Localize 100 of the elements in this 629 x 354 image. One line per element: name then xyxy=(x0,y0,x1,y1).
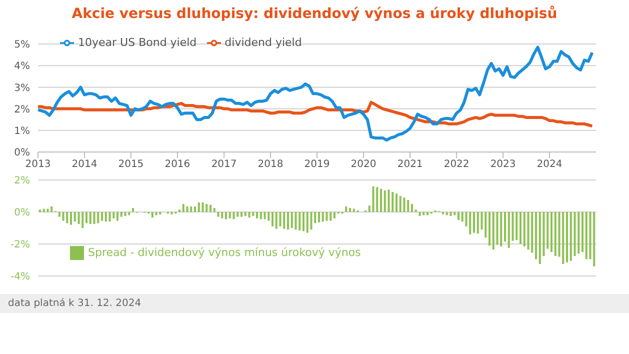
bar xyxy=(217,212,220,217)
bar xyxy=(260,212,262,220)
x-tick-label: 2017 xyxy=(211,159,237,170)
bar xyxy=(554,212,556,256)
bar xyxy=(535,212,537,260)
bar xyxy=(582,212,584,252)
bar xyxy=(512,212,514,241)
bar xyxy=(399,196,402,212)
x-tick-label: 2022 xyxy=(444,159,470,170)
legend-label: dividend yield xyxy=(224,36,302,50)
bar xyxy=(132,208,134,212)
x-tick-label: 2018 xyxy=(258,159,284,170)
bar xyxy=(504,212,506,242)
bar xyxy=(593,212,596,266)
bar xyxy=(484,212,487,238)
bar xyxy=(458,212,460,220)
bar xyxy=(225,212,227,220)
bar xyxy=(66,212,68,224)
bar xyxy=(240,212,242,217)
bar xyxy=(210,204,212,212)
x-tick-label: 2014 xyxy=(72,159,98,170)
bar xyxy=(403,198,406,212)
bar xyxy=(396,194,398,212)
bar xyxy=(566,212,568,262)
bar xyxy=(570,212,572,261)
x-tick-label: 2024 xyxy=(536,159,562,170)
bar xyxy=(574,212,576,256)
bar xyxy=(469,212,472,234)
bar xyxy=(330,212,332,221)
bar xyxy=(531,212,534,253)
bar xyxy=(256,212,258,218)
bar xyxy=(275,212,278,229)
bar xyxy=(345,206,348,212)
bar xyxy=(294,212,297,230)
legend-label: Spread - dividendový výnos mínus úrokový výnos xyxy=(88,246,361,260)
bar xyxy=(411,204,413,212)
bar xyxy=(298,212,301,230)
bar xyxy=(228,212,231,218)
bar xyxy=(368,206,370,212)
bar xyxy=(42,208,45,212)
bar xyxy=(272,212,274,226)
bar xyxy=(527,212,530,250)
bar xyxy=(182,204,184,212)
bar xyxy=(97,212,100,224)
bar xyxy=(585,212,588,260)
bar xyxy=(264,212,266,220)
bar xyxy=(306,212,308,233)
bar xyxy=(422,212,425,216)
bar xyxy=(70,212,72,225)
bar xyxy=(120,212,122,217)
bar xyxy=(302,212,304,232)
line-series xyxy=(38,100,594,128)
bar xyxy=(492,212,494,250)
bar xyxy=(190,206,192,212)
bar xyxy=(542,212,545,256)
bar xyxy=(124,212,126,216)
x-tick-label: 2016 xyxy=(164,159,190,170)
bar xyxy=(287,212,289,230)
y-tick-label: 2% xyxy=(14,104,30,116)
bar xyxy=(128,212,130,216)
bar xyxy=(318,212,320,222)
x-tick-label: 2013 xyxy=(25,159,51,170)
bar xyxy=(194,206,196,212)
bar xyxy=(326,212,328,221)
y-tick-label: 0% xyxy=(14,208,30,219)
bar xyxy=(50,206,53,212)
bar xyxy=(352,208,355,212)
bar xyxy=(488,212,490,246)
bar xyxy=(418,212,421,216)
bar xyxy=(248,212,250,218)
y-tick-label: 1% xyxy=(14,126,30,137)
y-tick-label: 5% xyxy=(14,40,30,51)
bar xyxy=(476,212,479,234)
x-tick-label: 2020 xyxy=(350,159,376,170)
bar xyxy=(384,190,386,212)
bar xyxy=(279,212,282,226)
bar xyxy=(155,212,158,216)
x-tick-label: 2019 xyxy=(304,159,330,170)
bar xyxy=(578,212,580,254)
x-tick-label: 2015 xyxy=(118,159,144,170)
bar xyxy=(206,204,208,212)
bar xyxy=(426,212,428,216)
bar xyxy=(473,212,475,233)
bar xyxy=(523,212,526,246)
bar xyxy=(74,212,76,222)
bar xyxy=(252,212,254,216)
bar xyxy=(268,212,270,221)
y-tick-label: 3% xyxy=(14,82,30,94)
bar xyxy=(376,187,378,212)
bar xyxy=(86,212,88,224)
bar xyxy=(562,212,564,264)
bar xyxy=(334,212,336,218)
bar xyxy=(372,186,374,212)
bar xyxy=(407,200,410,212)
y-tick-label: 4% xyxy=(14,61,30,72)
bar xyxy=(500,212,502,246)
bar xyxy=(89,212,92,224)
y-tick-label: 0% xyxy=(14,148,30,159)
bar xyxy=(283,212,286,229)
bar xyxy=(446,212,448,216)
